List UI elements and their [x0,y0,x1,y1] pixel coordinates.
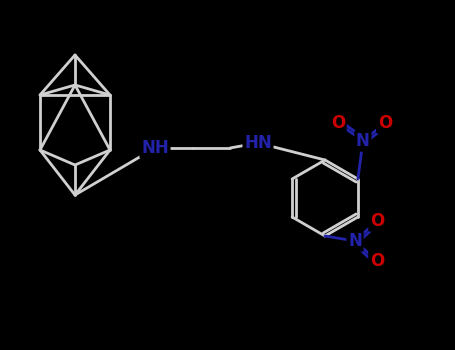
Text: NH: NH [141,139,169,157]
Text: O: O [370,212,384,230]
Text: HN: HN [244,134,272,152]
Text: O: O [331,114,345,132]
Text: N: N [356,132,370,150]
Text: O: O [378,114,392,132]
Text: O: O [370,252,384,270]
Text: N: N [348,232,362,250]
